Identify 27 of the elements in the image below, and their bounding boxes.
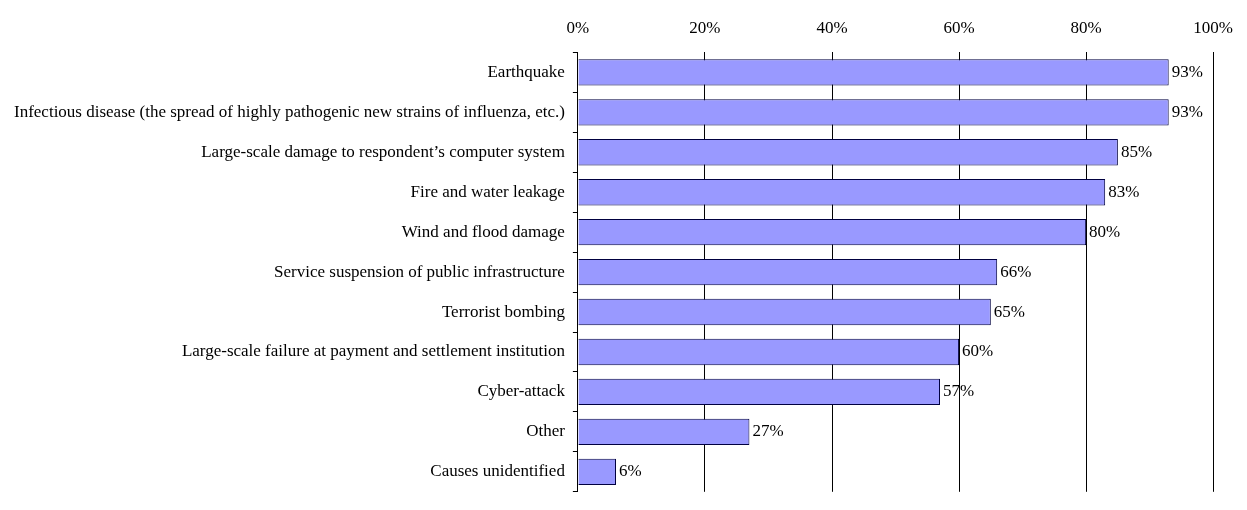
x-tick-label: 80% [1070,17,1102,37]
data-label: 93% [1171,101,1203,121]
x-tick-label: 100% [1193,17,1234,37]
y-tick-label: Terrorist bombing [441,301,566,321]
data-label: 27% [752,421,784,441]
y-tick-label: Wind and flood damage [401,221,565,241]
x-tick-label: 20% [689,17,721,37]
x-tick-label: 40% [816,17,848,37]
data-label: 80% [1089,221,1121,241]
data-label: 66% [1000,261,1032,281]
y-tick-label: Large-scale failure at payment and settlement institution [181,341,566,361]
data-label: 85% [1120,141,1153,161]
x-tick-label: 60% [943,17,975,37]
y-tick-label: Fire and water leakage [410,181,565,201]
y-tick-label: Cyber-attack [477,381,566,401]
data-label: 65% [993,301,1025,321]
data-label: 93% [1171,61,1203,81]
y-tick-label: Causes unidentified [430,461,566,481]
y-tick-label: Large-scale damage to respondent’s computer system [201,141,565,161]
data-label: 6% [619,461,642,481]
x-tick-label: 0% [566,17,590,37]
y-tick-label: Infectious disease (the spread of highly pathogenic new strains of influenza, etc.) [14,101,565,121]
data-label: 60% [962,341,994,361]
y-tick-label: Other [526,421,566,441]
y-tick-label: Service suspension of public infrastructure [274,261,565,281]
y-tick-label: Earthquake [487,61,565,81]
data-label: 83% [1108,181,1140,201]
